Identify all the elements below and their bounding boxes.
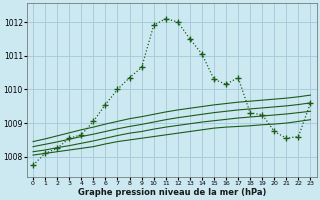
- X-axis label: Graphe pression niveau de la mer (hPa): Graphe pression niveau de la mer (hPa): [77, 188, 266, 197]
